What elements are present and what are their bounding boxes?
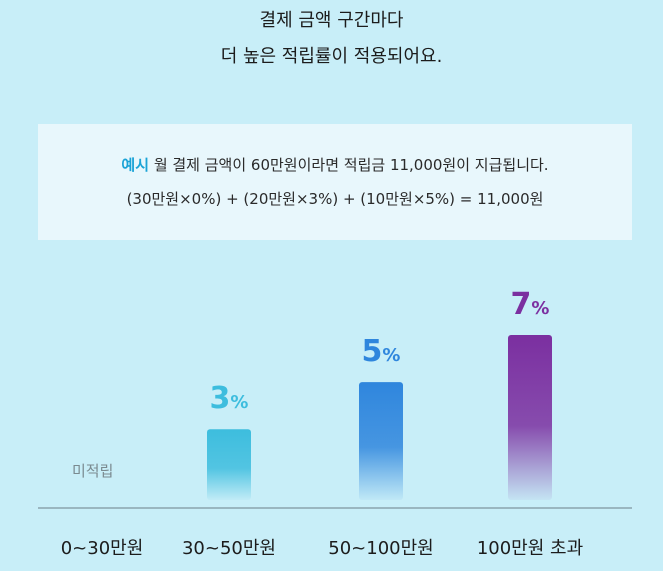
value-label: 7% [510,287,550,322]
no-reward-label: 미적립 [72,462,114,480]
bar [207,429,251,500]
bar [359,382,403,500]
example-text: 월 결제 금액이 60만원이라면 적립금 11,000원이 지급됩니다. [153,156,549,174]
bar [508,335,552,500]
example-formula: (30만원×0%) + (20만원×3%) + (10만원×5%) = 11,0… [126,190,544,208]
example-line-1: 예시 월 결제 금액이 60만원이라면 적립금 11,000원이 지급됩니다. [38,154,632,175]
example-box: 예시 월 결제 금액이 60만원이라면 적립금 11,000원이 지급됩니다. … [38,124,632,240]
x-tick-label: 0~30만원 [60,538,144,559]
x-tick-label: 50~100만원 [328,538,434,559]
example-tag: 예시 [121,156,150,174]
headline-line-1: 결제 금액 구간마다 [259,10,404,31]
value-label: 5% [361,334,401,370]
x-tick-label: 30~50만원 [181,538,276,559]
value-label: 3% [209,381,249,417]
x-tick-label: 100만원 초과 [476,538,584,559]
headline-line-2: 더 높은 적립률이 적용되어요. [220,46,443,67]
